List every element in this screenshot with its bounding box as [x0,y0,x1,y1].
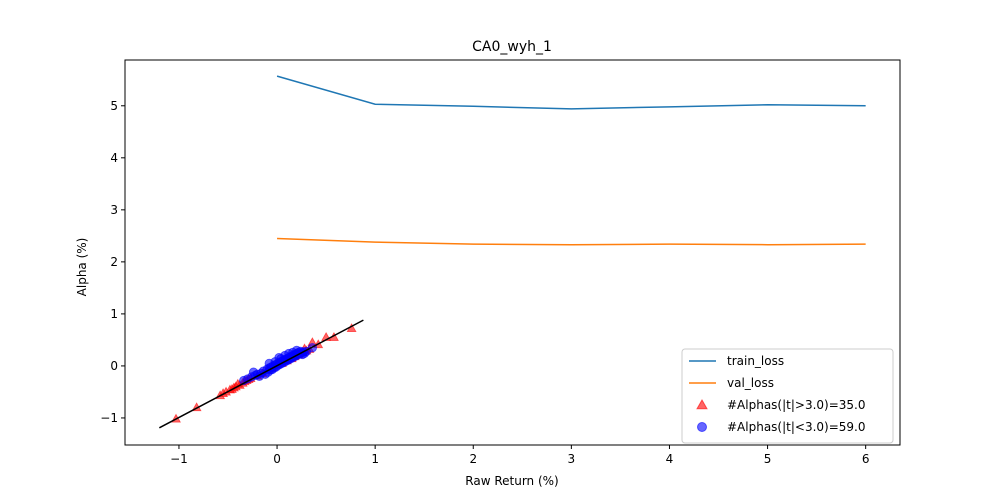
x-tick-label: 0 [273,452,281,466]
legend-swatch-circle [697,422,707,432]
y-tick-label: 3 [110,203,118,217]
series-line-train-loss [276,75,866,110]
x-tick-label: 3 [568,452,576,466]
plot-area: −1 0 1 2 3 4 5 6 −1 0 1 2 3 4 5 [100,59,901,466]
fit-line [158,319,364,429]
x-tick-label: 5 [764,452,772,466]
legend: train_loss val_loss #Alphas(|t|>3.0)=35.0 #… [681,348,894,444]
y-tick-label: 4 [110,151,118,165]
x-tick-label: 2 [469,452,477,466]
series-line-val-loss [277,237,866,246]
y-axis-label: Alpha (%) [75,238,89,297]
legend-label: #Alphas(|t|<3.0)=59.0 [727,420,866,434]
x-tick-label: 6 [862,452,870,466]
legend-label: #Alphas(|t|>3.0)=35.0 [727,398,866,412]
scatter-point-insignificant [264,358,274,368]
x-axis-label: Raw Return (%) [465,474,558,488]
legend-swatch-triangle [696,398,708,410]
x-tick-label: 4 [666,452,674,466]
y-tick-label: 5 [110,99,118,113]
y-tick-label: 0 [110,359,118,373]
chart-title: CA0_wyh_1 [472,39,552,55]
plot-frame [124,59,901,446]
legend-label: train_loss [727,354,784,368]
x-tick-label: −1 [170,452,188,466]
legend-label: val_loss [727,376,774,390]
y-tick-label: 2 [110,255,118,269]
scatter-point-insignificant [274,352,284,363]
y-tick-label: −1 [100,411,118,425]
x-tick-label: 1 [371,452,379,466]
y-tick-label: 1 [110,307,118,321]
legend-box [681,348,894,444]
